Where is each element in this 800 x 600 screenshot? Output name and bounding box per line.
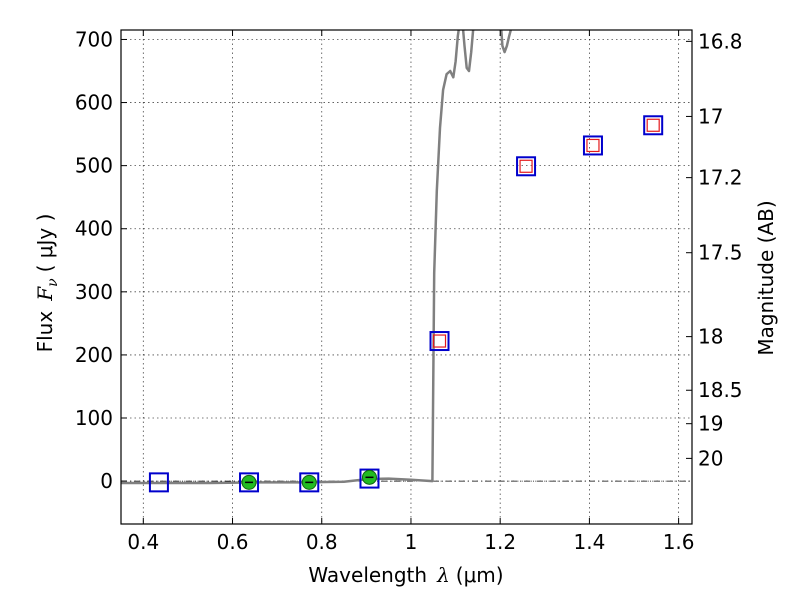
magnitude-tick-label: 17.5 [698,241,743,265]
x-tick-label: 1.2 [484,530,516,554]
x-tick-label: 0.4 [127,530,159,554]
x-tick-label: 0.6 [217,530,249,554]
magnitude-tick-label: 19 [698,412,723,436]
photometry-point-red [646,118,660,132]
y-tick-label: 400 [75,217,113,241]
magnitude-tick-label: 17 [698,104,723,128]
x-ticks: 0.4 0.6 0.8 1 1.2 1.4 1.6 [127,30,695,554]
magnitude-tick-label: 18 [698,325,723,349]
photometry-point-blue [148,472,169,493]
photometry-point-red [432,334,447,348]
photometry-point-red [519,159,533,173]
data-layer [121,30,692,493]
y-tick-label: 100 [75,406,113,430]
magnitude-axis-label: Magnitude (AB) [754,200,778,355]
y-tick-label: 0 [100,469,113,493]
model-spectrum-curve [121,30,513,485]
photometry-point-blue [516,156,537,177]
photometry-point-red [586,138,600,153]
magnitude-tick-label: 18.5 [698,378,743,402]
y-tick-label: 600 [75,91,113,115]
photometry-point-blue [299,472,320,493]
y-tick-label: 700 [75,27,113,51]
magnitude-tick-label: 17.2 [698,166,743,190]
photometry-point-blue [429,331,450,352]
x-tick-label: 1.6 [663,530,695,554]
photometry-point-blue [239,472,260,493]
y-tick-label: 200 [75,343,113,367]
x-tick-label: 1.4 [573,530,605,554]
y-tick-label: 500 [75,154,113,178]
photometry-point-blue [359,468,380,489]
y-tick-label: 300 [75,280,113,304]
y-axis-label: FluxFν( μJy ) [33,214,61,353]
x-axis-label: Wavelength λ (μm) [308,563,503,587]
photometry-point-blue [643,115,664,136]
x-tick-label: 0.8 [306,530,338,554]
magnitude-ticks: 16.8 17 17.2 17.5 18 18.5 19 20 [686,29,743,470]
plot-frame [120,29,693,525]
y-ticks: 0 100 200 300 400 500 600 700 [75,27,127,493]
grid [121,30,692,524]
x-tick-label: 1 [405,530,418,554]
photometry-point-blue [582,135,603,156]
magnitude-tick-label: 20 [698,446,723,470]
magnitude-tick-label: 16.8 [698,29,743,53]
